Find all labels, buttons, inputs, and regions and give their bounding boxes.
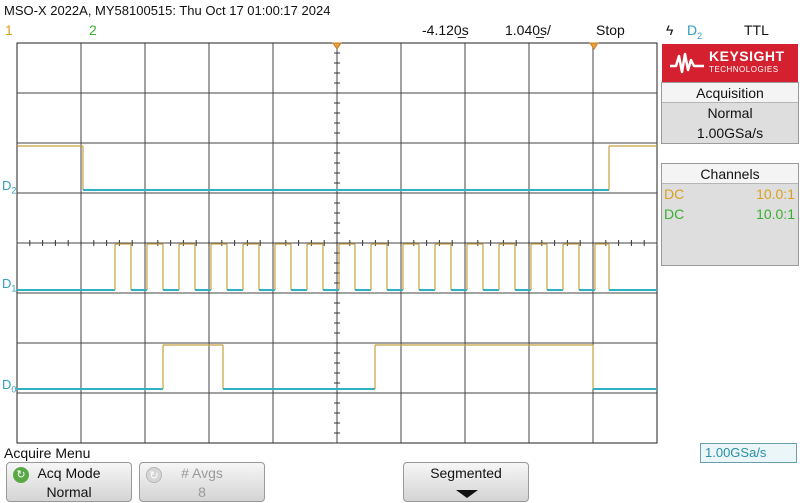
rotate-knob-icon: ↻	[13, 467, 29, 483]
digital-channel-label[interactable]: D1	[2, 276, 16, 294]
averages-softkey[interactable]: ↻ # Avgs 8	[139, 462, 265, 502]
channel-1-indicator[interactable]: 1	[5, 22, 13, 38]
channel-label-name: D	[2, 377, 12, 392]
rotate-knob-icon: ↻	[146, 467, 162, 483]
trace-d1	[17, 243, 657, 291]
channels-heading: Channels	[662, 164, 798, 184]
trigger-source: D2	[687, 22, 702, 41]
trigger-source-name: D	[687, 22, 698, 38]
channel-row[interactable]: DC 10.0:1	[662, 184, 798, 204]
menu-title: Acquire Menu	[4, 445, 91, 461]
trace-d0	[17, 344, 657, 390]
brand-name: KEYSIGHT	[709, 48, 785, 64]
digital-channel-label[interactable]: D2	[2, 178, 16, 196]
channel-row[interactable]: DC 10.0:1	[662, 204, 798, 224]
scope-title: MSO-X 2022A, MY58100515: Thu Oct 17 01:0…	[4, 3, 331, 18]
digital-traces	[17, 145, 657, 390]
channel-label-name: D	[2, 276, 12, 291]
channel-coupling: DC	[664, 186, 685, 202]
channel-probe-ratio: 10.0:1	[756, 206, 795, 222]
trigger-position-marker	[332, 42, 342, 50]
trigger-edge-icon: ϟ	[666, 22, 674, 38]
sample-rate-readout: 1.00GSa/s	[700, 443, 797, 463]
channel-2-indicator[interactable]: 2	[89, 22, 97, 38]
submenu-arrow-icon	[456, 490, 478, 498]
acquisition-heading: Acquisition	[662, 83, 798, 103]
run-state: Stop	[596, 22, 625, 38]
softkey-value: 8	[198, 484, 206, 500]
trace-d2	[17, 145, 657, 191]
channel-label-name: D	[2, 178, 12, 193]
trigger-source-sub: 2	[697, 30, 703, 41]
graticule-grid	[16, 42, 658, 444]
channel-label-index: 1	[11, 283, 17, 294]
digital-channel-label[interactable]: D0	[2, 377, 16, 395]
keysight-wave-icon	[670, 52, 704, 74]
acquisition-panel: Acquisition Normal 1.00GSa/s	[661, 82, 799, 144]
segmented-softkey[interactable]: Segmented	[403, 462, 529, 502]
softkey-label: Acq Mode	[37, 465, 101, 481]
brand-subtitle: TECHNOLOGIES	[709, 65, 779, 74]
channel-label-index: 0	[11, 384, 17, 395]
channel-label-index: 2	[11, 185, 17, 196]
acq-mode-softkey[interactable]: ↻ Acq Mode Normal	[6, 462, 132, 502]
softkey-label: Segmented	[430, 465, 502, 481]
acquisition-mode: Normal	[707, 105, 753, 121]
channel-probe-ratio: 10.0:1	[756, 186, 795, 202]
softkey-value: Normal	[46, 484, 92, 500]
acquisition-sample-rate: 1.00GSa/s	[696, 125, 764, 141]
trigger-level-marker	[589, 42, 599, 50]
channel-coupling: DC	[664, 206, 685, 222]
time-scale: 1.040̲s/	[505, 22, 551, 38]
channels-panel: Channels DC 10.0:1 DC 10.0:1	[661, 163, 799, 266]
trigger-level: TTL	[744, 22, 769, 38]
softkey-label: # Avgs	[181, 465, 223, 481]
time-position: -4.120̲s	[422, 22, 469, 38]
